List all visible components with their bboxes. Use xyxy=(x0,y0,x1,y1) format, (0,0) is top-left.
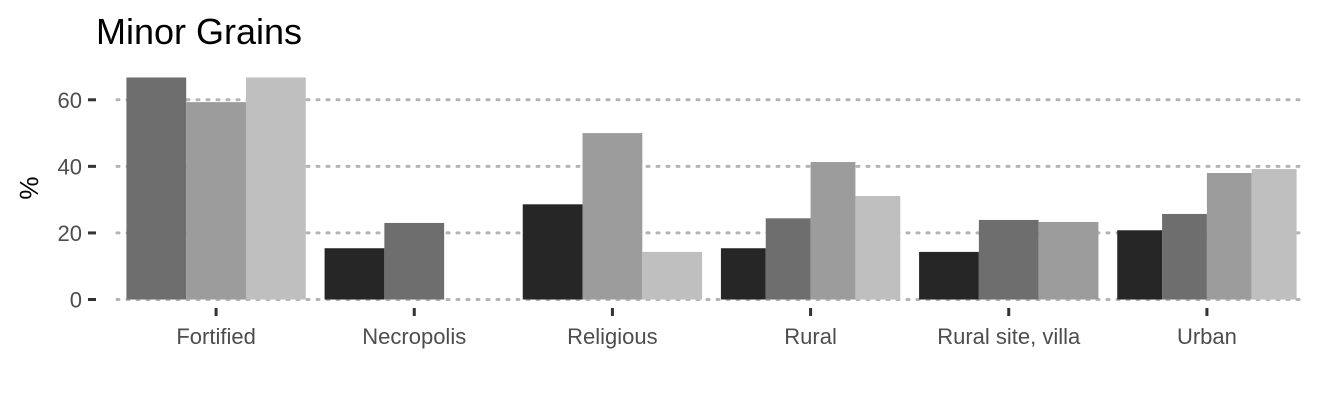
y-tick-label-60: 60 xyxy=(58,88,82,113)
bar-2-2 xyxy=(642,251,703,300)
bar-2-1 xyxy=(582,133,643,300)
bar-0-1 xyxy=(186,102,246,300)
bar-5-3 xyxy=(1251,169,1297,300)
x-tick-label-1: Necropolis xyxy=(362,324,466,349)
bar-3-2 xyxy=(810,162,856,300)
bar-0-0 xyxy=(126,77,187,300)
bar-5-0 xyxy=(1117,230,1163,300)
x-tick-label-5: Urban xyxy=(1177,324,1237,349)
x-tick-label-0: Fortified xyxy=(176,324,255,349)
bar-3-3 xyxy=(855,195,901,300)
bar-0-2 xyxy=(245,77,306,300)
bar-2-0 xyxy=(522,204,583,300)
y-axis-label: % xyxy=(14,176,44,199)
bar-5-1 xyxy=(1162,213,1207,300)
bar-3-0 xyxy=(720,248,766,300)
bars xyxy=(126,77,1297,300)
bar-4-1 xyxy=(978,219,1039,300)
x-tick-label-4: Rural site, villa xyxy=(937,324,1081,349)
bar-1-1 xyxy=(384,222,445,300)
bar-3-1 xyxy=(765,218,811,300)
gridlines xyxy=(115,98,1308,301)
bar-5-2 xyxy=(1206,173,1252,300)
axes: 0 20 40 60 Fortified Necropolis Religious Rural… xyxy=(58,88,1237,349)
y-tick-label-0: 0 xyxy=(70,288,82,313)
chart-title: Minor Grains xyxy=(96,11,302,52)
x-tick-label-3: Rural xyxy=(784,324,837,349)
bar-4-2 xyxy=(1038,221,1099,300)
y-tick-label-20: 20 xyxy=(58,221,82,246)
x-tick-label-2: Religious xyxy=(567,324,658,349)
bar-1-0 xyxy=(324,248,385,300)
bar-4-0 xyxy=(919,251,979,300)
y-tick-label-40: 40 xyxy=(58,154,82,179)
